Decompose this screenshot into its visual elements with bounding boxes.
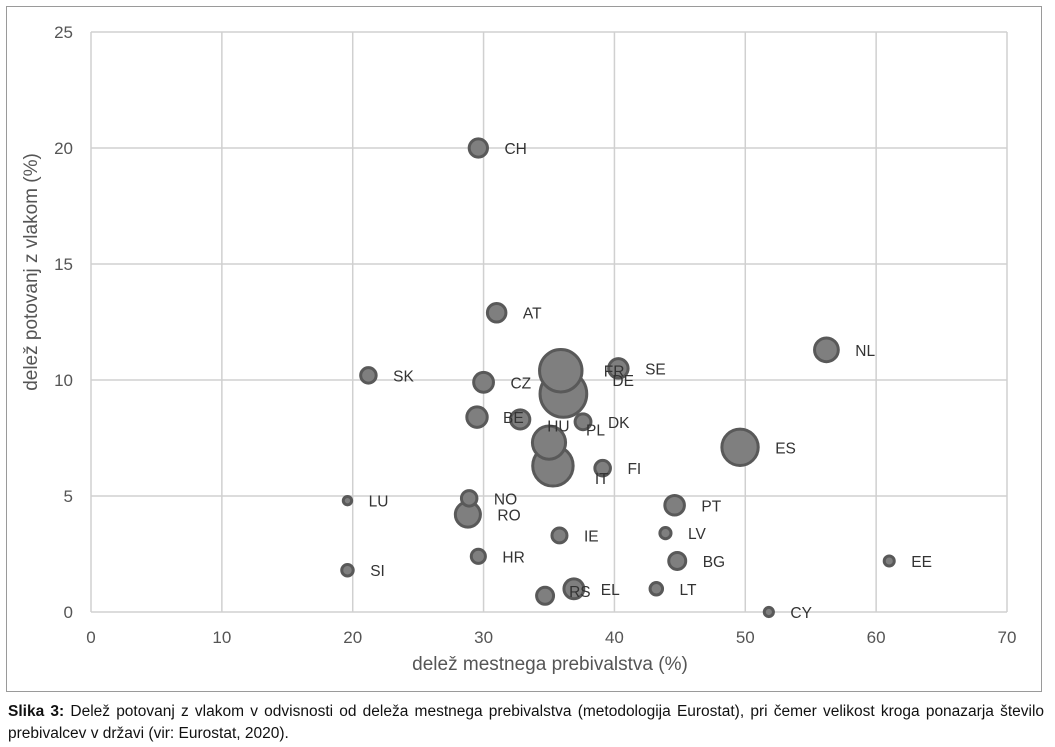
point-label-lt: LT [680, 582, 697, 599]
bubble-nl [813, 336, 840, 364]
y-tick-label: 20 [54, 139, 73, 158]
point-label-sk: SK [393, 368, 414, 385]
bubble-fr [538, 347, 584, 394]
bubble-hu [509, 408, 532, 431]
bubble-rs [535, 585, 556, 606]
caption-label: Slika 3: [8, 703, 65, 720]
point-label-el: EL [601, 582, 620, 599]
chart-frame: 0 10 20 30 40 50 60 70 0 5 10 15 20 25 CH AT NL SK FR SE C… [6, 6, 1042, 692]
point-label-cz: CZ [510, 375, 531, 392]
bubble-hr [469, 547, 487, 565]
point-label-nl: NL [855, 343, 875, 360]
bubble-ch [467, 137, 489, 159]
point-label-be: BE [503, 410, 524, 427]
point-label-ee: EE [911, 554, 932, 571]
x-tick-label: 10 [212, 628, 231, 647]
point-label-fi: FI [627, 461, 641, 478]
point-label-ro: RO [497, 508, 520, 525]
grid-lines [90, 31, 1008, 613]
bubble-lu [341, 494, 354, 507]
bubble-dk [573, 412, 593, 432]
point-label-dk: DK [608, 415, 630, 432]
caption-text: Delež potovanj z vlakom v odvisnosti od … [8, 703, 1045, 742]
bubble-se [607, 357, 630, 380]
point-label-de: DE [612, 373, 634, 390]
x-tick-label: 30 [474, 628, 493, 647]
point-label-cy: CY [790, 605, 812, 622]
bubble-el [562, 577, 586, 601]
point-label-at: AT [523, 306, 542, 323]
x-tick-label: 60 [867, 628, 886, 647]
bubbles [340, 137, 896, 619]
point-label-it: IT [595, 471, 609, 488]
bubble-cz [472, 370, 495, 394]
point-label-pt: PT [701, 498, 721, 515]
y-tick-label: 25 [54, 23, 73, 42]
x-tick-label: 0 [86, 628, 95, 647]
bubble-es [720, 427, 760, 467]
point-label-hr: HR [502, 549, 524, 566]
y-tick-label: 5 [64, 487, 73, 506]
bubble-cy [762, 605, 775, 619]
y-tick-label: 0 [64, 603, 73, 622]
bubble-be [465, 405, 489, 429]
point-label-se: SE [645, 361, 666, 378]
bubble-pt [663, 493, 686, 517]
x-axis-title: delež mestnega prebivalstva (%) [412, 654, 688, 675]
bubble-pl [530, 424, 568, 461]
point-label-ie: IE [584, 528, 599, 545]
point-label-lu: LU [369, 494, 389, 511]
point-label-hu: HU [547, 418, 569, 435]
bubble-lt [648, 581, 665, 597]
y-axis-title: delež potovanj z vlakom (%) [21, 153, 42, 391]
y-tick-labels: 0 5 10 15 20 25 [54, 23, 73, 622]
figure-caption: Slika 3: Delež potovanj z vlakom v odvis… [8, 701, 1044, 745]
bubble-ie [550, 526, 569, 545]
point-label-no: NO [494, 491, 517, 508]
y-tick-label: 10 [54, 371, 73, 390]
bubble-si [340, 563, 355, 578]
x-tick-label: 40 [605, 628, 624, 647]
bubble-sk [359, 366, 378, 385]
bubble-ee [882, 554, 896, 568]
bubble-lv [658, 526, 673, 541]
x-tick-label: 20 [343, 628, 362, 647]
point-label-ch: CH [504, 141, 526, 158]
x-tick-labels: 0 10 20 30 40 50 60 70 [86, 628, 1016, 647]
bubble-fi [593, 458, 612, 478]
bubble-no [459, 489, 479, 508]
y-tick-label: 15 [54, 255, 73, 274]
point-label-es: ES [775, 440, 796, 457]
point-label-rs: RS [569, 584, 591, 601]
point-label-pl: PL [586, 423, 605, 440]
point-label-fr: FR [604, 364, 625, 381]
point-label-si: SI [370, 563, 385, 580]
x-tick-label: 70 [998, 628, 1017, 647]
x-tick-label: 50 [736, 628, 755, 647]
point-label-bg: BG [703, 554, 725, 571]
point-label-lv: LV [688, 526, 706, 543]
bubble-bg [667, 550, 688, 571]
bubble-at [485, 301, 508, 324]
